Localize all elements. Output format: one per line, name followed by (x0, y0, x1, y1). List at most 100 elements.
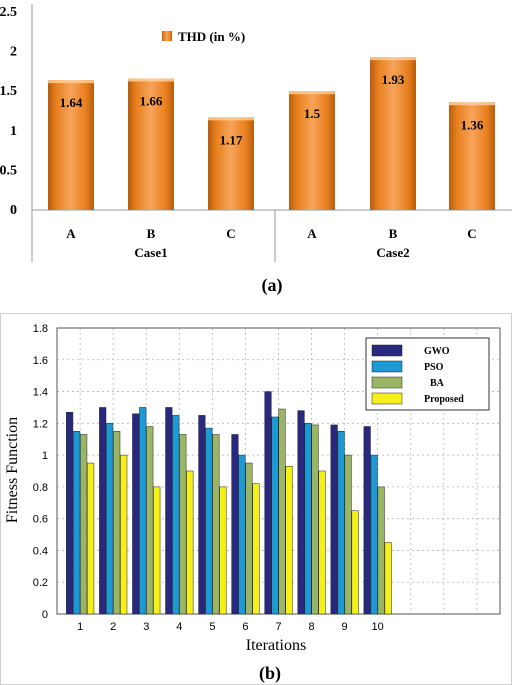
chart-b-legend-swatch (371, 376, 403, 389)
chart-a-data-label: 1.5 (304, 106, 321, 121)
chart-b-x-tick: 10 (372, 621, 384, 633)
chart-b-bar-gwo (297, 410, 305, 615)
chart-b-bar-proposed (351, 510, 359, 615)
chart-b-y-tick: 0 (42, 609, 48, 621)
chart-b-bar-ba (212, 434, 220, 615)
chart-b-caption: (b) (259, 663, 281, 684)
chart-b-bar-ba (80, 434, 88, 615)
chart-b-bar-proposed (87, 462, 95, 615)
chart-a-bar (289, 91, 335, 210)
chart-b-x-tick: 1 (77, 621, 83, 633)
chart-b-bar-gwo (198, 415, 206, 615)
chart-a-group-label: Case2 (376, 245, 409, 260)
chart-b-y-tick: 1.6 (33, 355, 48, 367)
chart-b-legend-swatch (371, 360, 403, 373)
chart-b-bar-proposed (252, 483, 260, 615)
chart-b-legend-label: GWO (424, 346, 450, 357)
chart-b-x-tick: 9 (342, 621, 348, 633)
chart-b-y-tick: 0.8 (33, 482, 48, 494)
chart-a-bar-top (128, 78, 174, 82)
chart-b-x-tick: 3 (143, 621, 149, 633)
chart-b: 0 0.2 0.4 0.6 0.8 1 1.2 1.4 1.6 1.8 1 2 3 4 5 6 7 8 9 10 I… (0, 313, 512, 685)
chart-b-bar-ba (113, 431, 121, 615)
chart-b-y-axis-label: Fitness Function (4, 417, 21, 523)
chart-a-y-tick: 2.5 (0, 5, 17, 20)
chart-a-y-tick: 0.5 (0, 163, 17, 178)
chart-a-data-label: 1.64 (60, 95, 83, 110)
chart-b-x-tick: 6 (242, 621, 248, 633)
chart-a-group-label: Case1 (134, 245, 167, 260)
chart-b-bar-pso (139, 407, 147, 615)
chart-b-bar-proposed (318, 470, 326, 615)
chart-b-bar-gwo (231, 434, 239, 615)
chart-b-x-tick: 8 (308, 621, 314, 633)
chart-b-x-tick: 4 (176, 621, 182, 633)
chart-b-bar-ba (311, 424, 319, 615)
chart-a-bar-top (289, 91, 335, 95)
chart-b-bar-proposed (153, 486, 161, 615)
chart-b-x-tick: 7 (275, 621, 281, 633)
chart-b-bar-pso (271, 416, 279, 615)
chart-b-bar-pso (172, 415, 180, 615)
chart-b-bar-pso (205, 427, 213, 615)
chart-b-bar-gwo (330, 424, 338, 615)
chart-a-x-tick: C (226, 226, 235, 241)
chart-b-bar-pso (337, 431, 345, 615)
chart-a-caption: (a) (262, 275, 283, 296)
chart-a-bar (48, 80, 94, 210)
chart-b-bar-gwo (363, 426, 371, 615)
chart-b-legend-swatch (371, 392, 403, 405)
chart-b-bar-ba (146, 426, 154, 615)
chart-b-y-tick: 1.8 (33, 323, 48, 335)
chart-a-x-tick: A (66, 226, 76, 241)
chart-a-data-label: 1.93 (382, 72, 405, 87)
chart-b-y-tick: 1.2 (33, 418, 48, 430)
chart-b-bar-proposed (120, 454, 128, 615)
chart-b-x-tick: 5 (209, 621, 215, 633)
chart-a-y-tick: 1 (10, 124, 17, 139)
chart-a-data-label: 1.66 (140, 94, 163, 109)
chart-a-legend-label: THD (in %) (178, 29, 245, 44)
chart-b-y-tick: 0.2 (33, 577, 48, 589)
chart-a-x-tick: A (307, 226, 317, 241)
chart-a-bar-top (370, 57, 416, 61)
chart-a-bar (208, 117, 254, 210)
chart-b-x-axis-label: Iterations (246, 637, 306, 654)
chart-b-y-tick: 1.4 (33, 387, 48, 399)
chart-b-bar-proposed (219, 486, 227, 615)
chart-b-bar-ba (377, 486, 385, 615)
chart-b-bar-proposed (285, 465, 293, 615)
chart-a-bar-top (208, 117, 254, 121)
chart-b-y-tick: 0.4 (33, 545, 48, 557)
chart-a-y-tick: 2 (10, 45, 17, 60)
chart-b-bar-pso (370, 454, 378, 615)
chart-b-legend-label: BA (430, 378, 445, 389)
chart-b-bar-proposed (384, 542, 392, 615)
chart-b-y-tick: 0.6 (33, 514, 48, 526)
chart-a-x-tick: B (389, 226, 398, 241)
chart-a-bar (449, 102, 495, 210)
chart-a-bar (128, 78, 174, 210)
chart-a-x-tick: C (467, 226, 476, 241)
chart-b-bar-gwo (264, 391, 272, 615)
chart-b-legend-swatch (371, 344, 403, 357)
chart-b-bar-ba (179, 434, 187, 615)
chart-b-bar-pso (238, 454, 246, 615)
chart-b-x-tick: 2 (110, 621, 116, 633)
chart-b-bar-proposed (186, 470, 194, 615)
chart-a-bar (370, 57, 416, 211)
chart-a-legend-swatch (162, 31, 172, 41)
chart-a-x-tick: B (147, 226, 156, 241)
chart-b-bar-pso (73, 431, 81, 615)
chart-a-legend: THD (in %) (162, 29, 245, 44)
chart-b-bar-pso (106, 423, 114, 615)
chart-b-bar-gwo (66, 411, 74, 615)
chart-b-legend-label: Proposed (424, 394, 464, 405)
chart-b-bar-pso (304, 423, 312, 615)
chart-a-data-label: 1.36 (461, 117, 484, 132)
chart-b-bar-ba (344, 454, 352, 615)
chart-b-bar-ba (278, 408, 286, 615)
chart-b-bar-gwo (165, 407, 173, 615)
